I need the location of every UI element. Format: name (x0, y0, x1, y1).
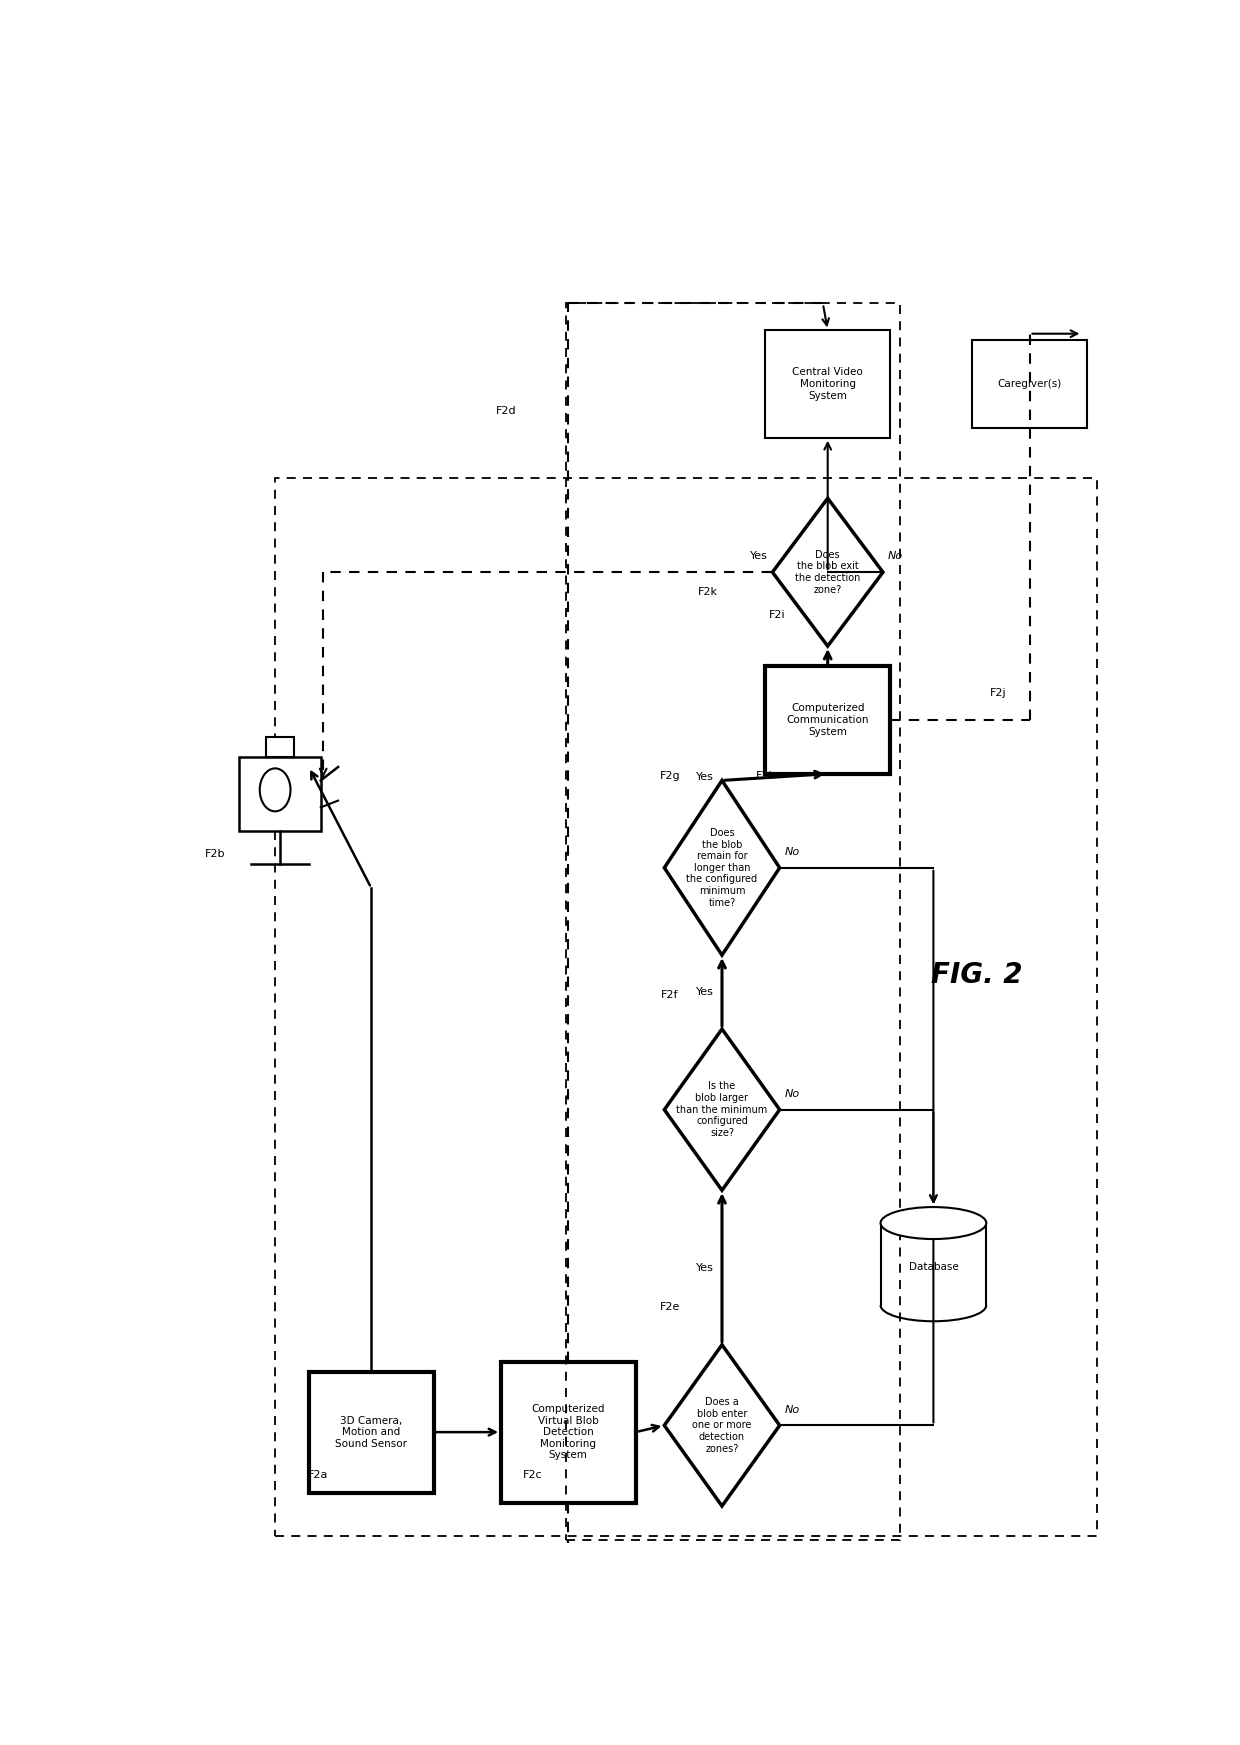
Text: FIG. 2: FIG. 2 (931, 961, 1023, 989)
Text: Caregiver(s): Caregiver(s) (997, 379, 1061, 389)
Bar (239, 757, 321, 831)
Text: F2e: F2e (660, 1302, 681, 1312)
Text: Yes: Yes (750, 551, 768, 562)
Text: F2i: F2i (769, 611, 785, 619)
Text: Central Video
Monitoring
System: Central Video Monitoring System (792, 368, 863, 401)
Text: Database: Database (909, 1262, 959, 1272)
Text: 3D Camera,
Motion and
Sound Sensor: 3D Camera, Motion and Sound Sensor (335, 1415, 407, 1448)
Text: Computerized
Virtual Blob
Detection
Monitoring
System: Computerized Virtual Blob Detection Moni… (532, 1405, 605, 1461)
Bar (972, 340, 1087, 428)
Text: F2k: F2k (698, 588, 718, 597)
Bar (765, 330, 890, 438)
Text: Does
the blob exit
the detection
zone?: Does the blob exit the detection zone? (795, 550, 861, 595)
Bar (567, 304, 900, 1541)
Bar (309, 1372, 434, 1492)
Ellipse shape (880, 1208, 986, 1239)
Text: F2a: F2a (309, 1469, 329, 1480)
Text: F2j: F2j (990, 688, 1006, 698)
Text: No: No (785, 1089, 800, 1099)
Text: Does
the blob
remain for
longer than
the configured
minimum
time?: Does the blob remain for longer than the… (687, 827, 758, 907)
Text: Yes: Yes (697, 1263, 714, 1272)
Bar (765, 667, 890, 773)
Bar (275, 478, 1096, 1536)
Text: F2c: F2c (523, 1469, 542, 1480)
Text: F2d: F2d (496, 407, 516, 415)
Text: No: No (785, 1405, 800, 1415)
Text: Does a
blob enter
one or more
detection
zones?: Does a blob enter one or more detection … (692, 1398, 751, 1454)
Text: F2b: F2b (206, 850, 226, 859)
Text: No: No (888, 551, 903, 562)
Text: Is the
blob larger
than the minimum
configured
size?: Is the blob larger than the minimum conf… (676, 1082, 768, 1138)
Bar (501, 1361, 635, 1502)
Text: Yes: Yes (697, 988, 714, 996)
Polygon shape (265, 736, 294, 757)
Text: No: No (785, 846, 800, 857)
Text: Computerized
Communication
System: Computerized Communication System (786, 703, 869, 736)
Text: F2h: F2h (756, 771, 776, 782)
Text: F2g: F2g (660, 771, 681, 782)
Text: Yes: Yes (697, 771, 714, 782)
Text: F2f: F2f (661, 991, 678, 1000)
